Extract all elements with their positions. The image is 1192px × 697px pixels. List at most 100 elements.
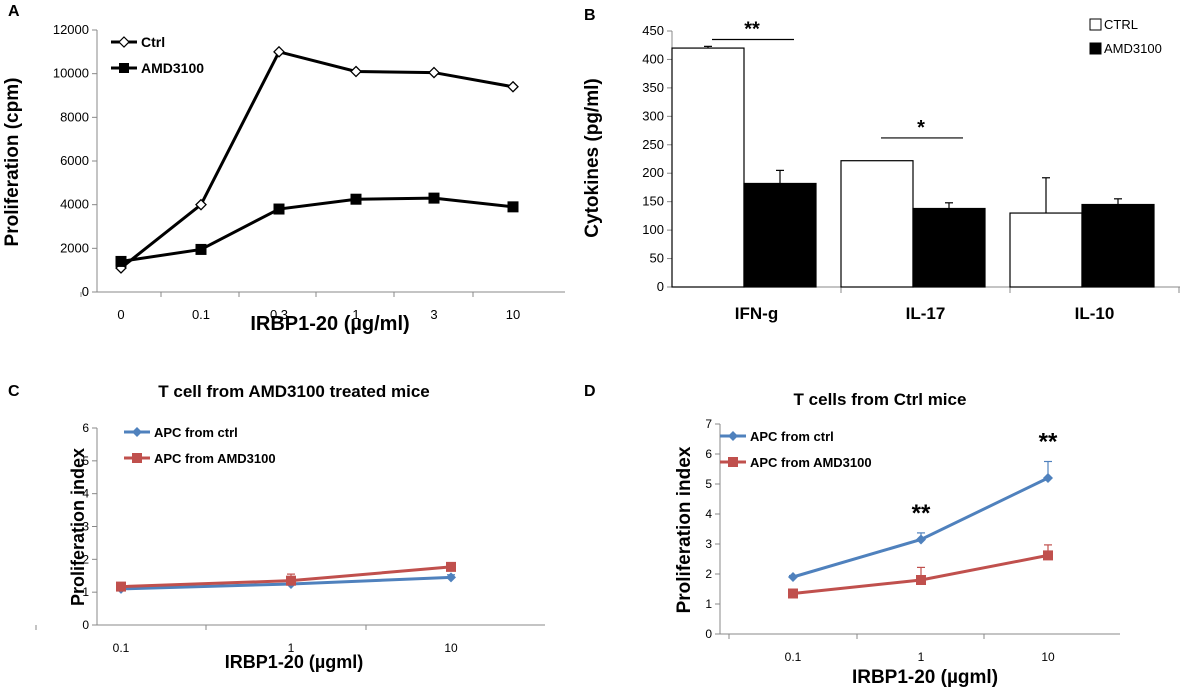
y-axis-label: Proliferation (cpm) [2,78,23,247]
y-tick-label: 250 [642,137,664,152]
data-point-marker [916,534,926,545]
legend-label: APC from AMD3100 [154,451,276,466]
legend-label: APC from AMD3100 [750,455,872,470]
legend-marker [132,453,142,463]
y-tick-label: 0 [82,284,89,299]
panel-label: B [584,7,596,24]
y-tick-label: 450 [642,23,664,38]
panel-c: C T cell from AMD3100 treated mice 0 1 2 3 4 5 6… [8,382,545,672]
significance-marker: ** [1039,429,1058,456]
x-tick-label: 0.1 [192,307,210,322]
panel-d: D T cells from Ctrl mice 0 1 2 3 4 5 6 7 Prolifera… [584,383,1120,688]
data-point-marker [507,80,519,93]
y-tick-label: 100 [642,222,664,237]
data-point-marker [350,65,362,78]
panel-label: C [8,383,20,400]
x-tick-label: 0 [117,307,124,322]
legend-marker [132,427,142,437]
data-point-marker [273,203,285,215]
y-tick-label: 2 [705,567,712,581]
y-tick-label: 3 [82,520,89,534]
legend-label: Ctrl [141,34,165,50]
legend-swatch [1089,42,1102,55]
panel-label: A [8,3,20,20]
y-tick-label: 0 [705,627,712,641]
x-tick-label: IFN-g [735,304,778,323]
data-point-marker [195,198,207,211]
x-axis-label: IRBP1-20 (µgml) [225,652,363,672]
data-point-marker [350,193,362,205]
chart-title: T cells from Ctrl mice [794,390,967,409]
x-tick-label: 0.1 [785,650,802,664]
x-tick-label: 1 [352,307,359,322]
significance-marker: ** [912,500,931,527]
y-tick-label: 10000 [53,66,89,81]
y-tick-label: 4000 [60,197,89,212]
y-axis-label: Cytokines (pg/ml) [582,78,603,237]
significance-marker: ** [744,19,760,41]
panel-b: B 0 50 100 150 200 250 300 350 400 450 Cytokines (p… [582,7,1180,323]
y-tick-label: 3 [705,537,712,551]
x-tick-label: 0.1 [113,641,130,655]
legend-label: AMD3100 [1104,41,1162,56]
bar-ctrl-il-10 [1009,212,1083,288]
bar-amd3100-ifn-g [743,182,817,288]
y-tick-label: 5 [705,477,712,491]
x-tick-label: IL-17 [906,304,946,323]
legend-label: APC from ctrl [154,425,238,440]
chart-title: T cell from AMD3100 treated mice [158,382,429,401]
data-point-marker [286,575,296,586]
y-tick-label: 150 [642,194,664,209]
y-tick-label: 400 [642,51,664,66]
bar-amd3100-il-10 [1081,203,1155,288]
x-tick-label: 10 [1041,650,1055,664]
data-point-marker [1043,550,1053,561]
legend-marker [728,431,738,441]
bar-ctrl-il-17 [840,160,914,288]
y-tick-label: 4 [82,487,89,501]
legend-marker [728,457,738,467]
y-tick-label: 1 [82,585,89,599]
data-point-marker [273,45,285,58]
data-point-marker [1043,473,1053,483]
x-tick-label: 3 [430,307,437,322]
data-point-marker [446,561,456,572]
legend-label: APC from ctrl [750,429,834,444]
significance-marker: * [917,117,925,139]
y-tick-label: 200 [642,165,664,180]
series-line-ctrl [120,50,514,270]
y-tick-label: 8000 [60,109,89,124]
x-tick-label: 0.3 [270,307,288,322]
data-point-marker [195,243,207,255]
y-tick-label: 4 [705,507,712,521]
legend-label: AMD3100 [141,60,204,76]
x-tick-label: 10 [444,641,458,655]
x-tick-label: IL-10 [1075,304,1115,323]
data-point-marker [115,255,127,267]
panel-label: D [584,383,596,400]
y-tick-label: 0 [657,279,664,294]
data-point-marker [788,588,798,599]
y-tick-label: 5 [82,454,89,468]
y-tick-label: 6000 [60,153,89,168]
data-point-marker [788,572,798,582]
bar-amd3100-il-17 [912,207,986,288]
bar-ctrl-ifn-g [671,47,745,288]
y-axis-label: Proliferation index [68,448,88,606]
data-point-marker [916,575,926,585]
y-tick-label: 6 [705,447,712,461]
data-point-marker [116,581,126,592]
x-tick-label: 1 [918,650,925,664]
data-point-marker [428,192,440,204]
y-tick-label: 12000 [53,22,89,37]
legend-marker [118,36,130,48]
x-tick-label: 10 [506,307,520,322]
x-tick-label: 1 [288,641,295,655]
data-point-marker [428,66,440,79]
panel-a: A 0 2000 4000 6000 8000 10000 12000 Proliferatio… [2,3,565,335]
series-line-amd3100 [120,196,514,263]
y-tick-label: 2 [82,552,89,566]
y-tick-label: 2000 [60,240,89,255]
y-tick-label: 7 [705,417,712,431]
